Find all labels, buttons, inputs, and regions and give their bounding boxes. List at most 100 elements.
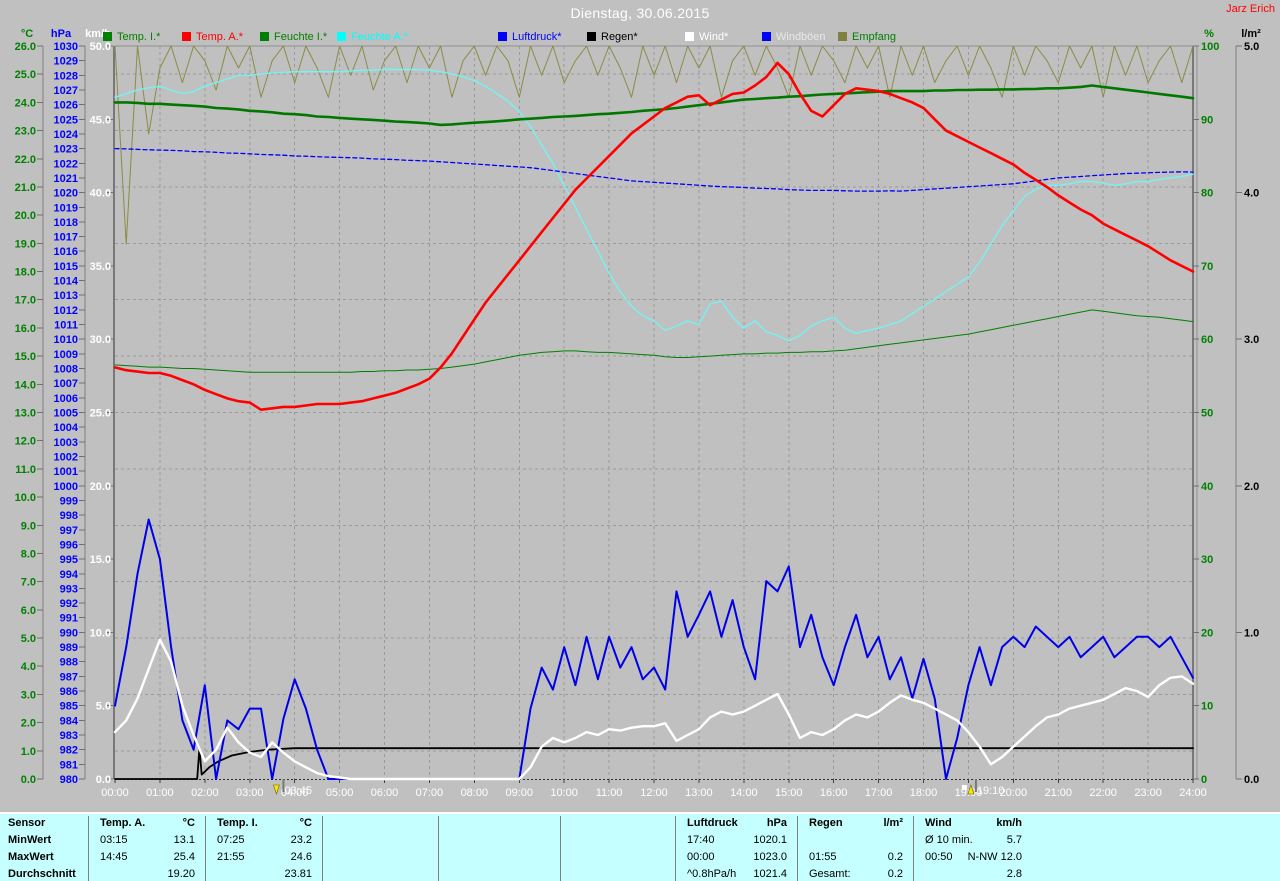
chart-svg: 26.0 25.0 24.0 23.0 22.0 21.0 20.0 19.0 18.0 17.0… [15, 41, 1260, 799]
svg-text:987: 987 [60, 671, 78, 683]
svg-text:80: 80 [1201, 188, 1213, 200]
series-feuchtea [114, 68, 1194, 342]
svg-text:1006: 1006 [54, 393, 78, 405]
svg-text:21.0: 21.0 [15, 182, 36, 194]
svg-text:1009: 1009 [54, 349, 78, 361]
svg-text:23.0: 23.0 [15, 126, 36, 138]
legend-swatch [762, 32, 771, 41]
table-separator [322, 816, 323, 881]
svg-text:21:00: 21:00 [1044, 787, 1072, 799]
svg-text:40.0: 40.0 [90, 188, 111, 200]
svg-text:19.0: 19.0 [15, 238, 36, 250]
x-axis-labels: 00:00 01:00 02:00 03:00 04:00 05:00 06:00 07:00… [101, 779, 1207, 799]
svg-text:20.0: 20.0 [90, 481, 111, 493]
svg-text:26.0: 26.0 [15, 41, 36, 53]
svg-text:25.0: 25.0 [15, 69, 36, 81]
table-header-unit: °C [182, 817, 195, 829]
svg-text:24:00: 24:00 [1179, 787, 1207, 799]
svg-text:1000: 1000 [54, 481, 78, 493]
legend-item-regen: Regen* [587, 31, 638, 44]
svg-text:1025: 1025 [54, 114, 78, 126]
svg-text:1019: 1019 [54, 202, 78, 214]
svg-text:1027: 1027 [54, 85, 78, 97]
svg-text:25.0: 25.0 [90, 408, 111, 420]
svg-text:1017: 1017 [54, 232, 78, 244]
svg-text:60: 60 [1201, 334, 1213, 346]
svg-text:16.0: 16.0 [15, 323, 36, 335]
svg-text:50: 50 [1201, 408, 1213, 420]
svg-text:7.0: 7.0 [21, 577, 36, 589]
table-cell-time: 01:55 [809, 851, 837, 863]
axis-unit-litre-sqm: l/m² [1241, 28, 1261, 40]
sunrise-marker: 03:45 [273, 779, 312, 797]
svg-text:50.0: 50.0 [90, 41, 111, 53]
table-cell-value: 25.4 [173, 851, 195, 863]
stats-table: Sensor MinWert MaxWert Durchschnitt Temp. A.… [0, 812, 1280, 881]
legend-label: Wind* [699, 31, 729, 43]
table-cell-value: 1020.1 [753, 834, 787, 846]
table-separator [797, 816, 798, 881]
svg-text:980: 980 [60, 774, 78, 786]
svg-text:0.0: 0.0 [96, 774, 111, 786]
series-empfang [114, 45, 1194, 245]
legend-item-tempi: Temp. I.* [103, 31, 160, 44]
svg-text:981: 981 [60, 759, 78, 771]
legend-swatch [260, 32, 269, 41]
svg-text:11:00: 11:00 [596, 787, 623, 799]
table-cell-time: 00:50 [925, 851, 953, 863]
svg-text:3.0: 3.0 [1244, 334, 1259, 346]
svg-text:5.0: 5.0 [1244, 41, 1259, 53]
svg-text:18.0: 18.0 [15, 267, 36, 279]
axis-labels: 26.0 25.0 24.0 23.0 22.0 21.0 20.0 19.0 18.0 17.0… [15, 41, 1260, 786]
svg-text:03:00: 03:00 [236, 787, 264, 799]
legend-swatch [182, 32, 191, 41]
table-header-unit: l/m² [883, 817, 903, 829]
table-header-unit: km/h [996, 817, 1022, 829]
sun-marker-time: 03:45 [284, 785, 312, 797]
svg-text:0.0: 0.0 [1244, 774, 1259, 786]
svg-text:8.0: 8.0 [21, 548, 36, 560]
table-header: Temp. A. [100, 817, 146, 829]
grid [115, 46, 1193, 779]
svg-text:17.0: 17.0 [15, 295, 36, 307]
svg-text:90: 90 [1201, 114, 1213, 126]
table-separator [438, 816, 439, 881]
table-header: Luftdruck [687, 817, 738, 829]
table-separator [88, 816, 89, 881]
table-header: Regen [809, 817, 843, 829]
svg-text:20.0: 20.0 [15, 210, 36, 222]
svg-text:09:00: 09:00 [505, 787, 533, 799]
svg-text:992: 992 [60, 598, 78, 610]
svg-text:11.0: 11.0 [15, 464, 36, 476]
svg-text:04:00: 04:00 [281, 787, 309, 799]
legend-swatch [498, 32, 507, 41]
svg-text:22.0: 22.0 [15, 154, 36, 166]
svg-text:991: 991 [60, 613, 78, 625]
legend-item-feuchtei: Feuchte I.* [260, 31, 327, 44]
svg-text:1020: 1020 [54, 188, 78, 200]
svg-text:05:00: 05:00 [326, 787, 354, 799]
svg-text:1029: 1029 [54, 56, 78, 68]
svg-text:12:00: 12:00 [640, 787, 668, 799]
axis-unit-percent: % [1204, 28, 1214, 40]
svg-text:0: 0 [1201, 774, 1207, 786]
svg-text:07:00: 07:00 [416, 787, 444, 799]
series-regen [114, 747, 1194, 780]
cloud-icon [961, 785, 967, 790]
svg-text:02:00: 02:00 [191, 787, 219, 799]
svg-text:986: 986 [60, 686, 78, 698]
series-tempi [113, 84, 1195, 127]
table-cell-time: Ø 10 min. [925, 834, 973, 846]
svg-text:1014: 1014 [54, 276, 79, 288]
table-cell-time: 07:25 [217, 834, 245, 846]
series-luftdruck [114, 147, 1194, 192]
page-title: Dienstag, 30.06.2015 [570, 5, 710, 21]
legend-swatch [103, 32, 112, 41]
table-cell-time: Gesamt: [809, 868, 851, 880]
svg-text:30: 30 [1201, 554, 1213, 566]
table-header: Wind [925, 817, 952, 829]
svg-text:6.0: 6.0 [21, 605, 36, 617]
svg-text:1022: 1022 [54, 158, 78, 170]
table-cell-value: 1023.0 [753, 851, 787, 863]
svg-text:995: 995 [60, 554, 78, 566]
